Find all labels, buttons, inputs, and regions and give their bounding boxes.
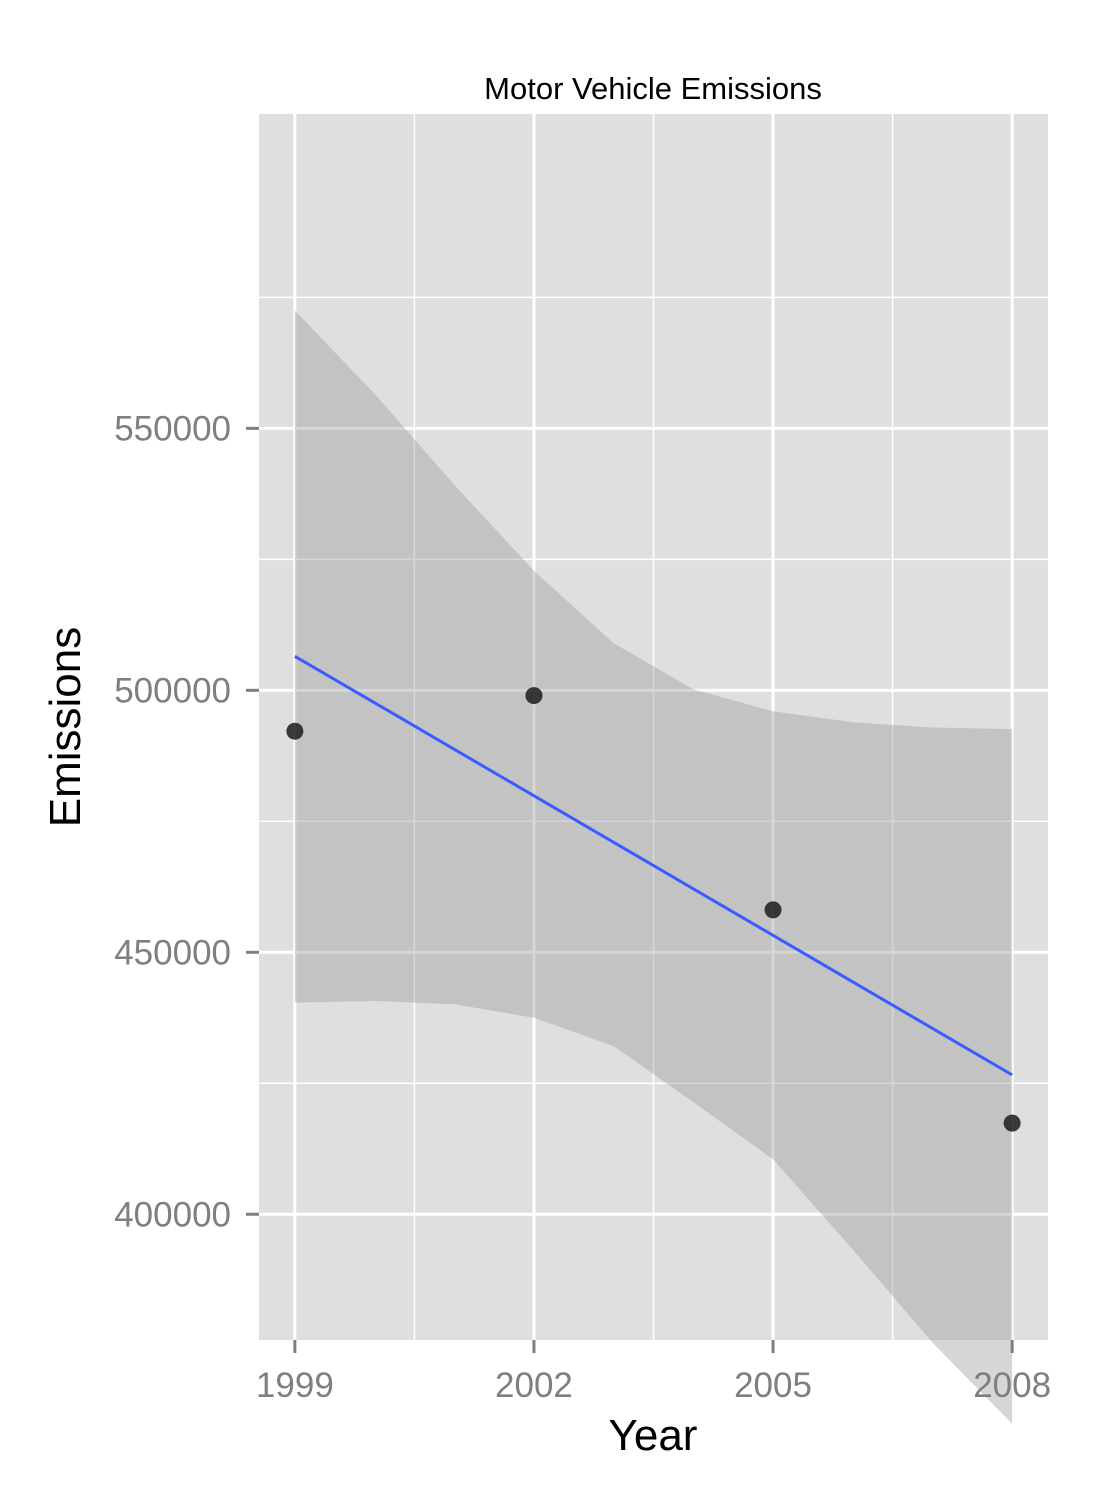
x-tick-label: 1999 — [256, 1366, 334, 1405]
y-tick-label: 400000 — [114, 1195, 231, 1234]
trend-line — [294, 654, 1013, 1077]
data-point — [1003, 1114, 1021, 1132]
x-axis-title: Year — [609, 1411, 698, 1460]
grid-minor — [259, 114, 1048, 1340]
grid-major — [259, 114, 1048, 1340]
x-tick-label: 2005 — [734, 1366, 812, 1405]
data-point — [764, 901, 782, 919]
x-axis: 1999 2002 2005 2008 — [256, 1340, 1051, 1405]
x-tick-label: 2002 — [495, 1366, 573, 1405]
y-axis-title: Emissions — [41, 627, 90, 828]
data-point — [286, 722, 304, 740]
y-tick-label: 500000 — [114, 671, 231, 710]
y-axis: 400000 450000 500000 550000 — [114, 409, 259, 1234]
y-tick-label: 450000 — [114, 933, 231, 972]
y-tick-label: 550000 — [114, 409, 231, 448]
data-points — [286, 687, 1021, 1132]
x-tick-label: 2008 — [973, 1366, 1051, 1405]
chart-title: Motor Vehicle Emissions — [484, 71, 822, 106]
data-point — [525, 687, 543, 705]
